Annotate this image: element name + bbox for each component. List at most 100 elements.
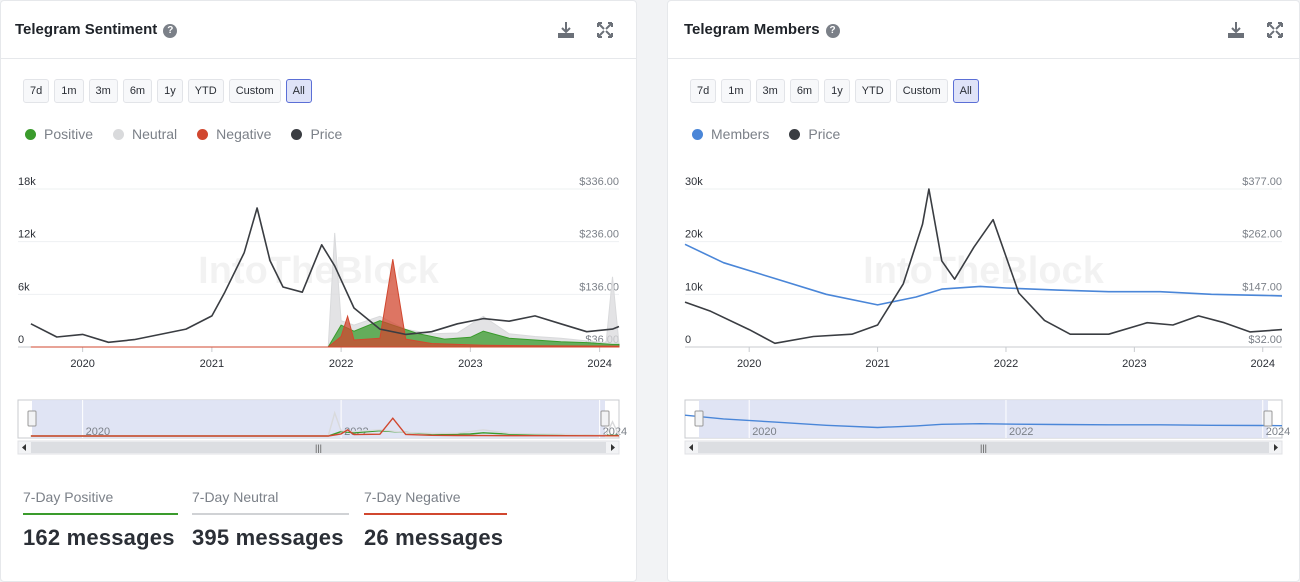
series-area-negative bbox=[30, 259, 620, 348]
scroll-left-icon[interactable] bbox=[689, 444, 693, 451]
legend-dot-icon bbox=[25, 128, 36, 140]
y-left-tick-label: 0 bbox=[18, 334, 24, 346]
scroll-right-icon[interactable] bbox=[1274, 444, 1278, 451]
range-button-ytd[interactable]: YTD bbox=[187, 79, 224, 103]
range-button-1y[interactable]: 1y bbox=[157, 79, 183, 103]
legend-item-negative[interactable]: Negative bbox=[197, 126, 271, 142]
y-left-tick-label: 12k bbox=[18, 229, 36, 241]
x-tick-label: 2021 bbox=[200, 358, 224, 370]
y-left-tick-label: 30k bbox=[685, 176, 703, 188]
y-left-tick-label: 10k bbox=[685, 281, 703, 293]
stat-positive: 7-Day Positive 162 messages bbox=[23, 489, 178, 551]
scroll-left-icon[interactable] bbox=[22, 444, 26, 451]
navigator-selection bbox=[699, 400, 1268, 438]
download-icon[interactable] bbox=[1225, 19, 1247, 41]
series-line-price bbox=[30, 207, 620, 344]
y-right-tick-label: $377.00 bbox=[1242, 176, 1282, 188]
range-buttons: 7d 1m 3m 6m 1y YTD Custom All bbox=[23, 79, 312, 103]
scrollbar-grip-icon: ||| bbox=[980, 443, 987, 453]
range-button-1m[interactable]: 1m bbox=[721, 79, 751, 103]
panel-header: Telegram Members? bbox=[668, 1, 1299, 59]
navigator-handle-left[interactable] bbox=[27, 410, 37, 427]
y-right-tick-label: $262.00 bbox=[1242, 229, 1282, 241]
legend-item-neutral[interactable]: Neutral bbox=[113, 126, 177, 142]
download-icon[interactable] bbox=[555, 19, 577, 41]
range-button-custom[interactable]: Custom bbox=[895, 79, 948, 103]
range-button-3m[interactable]: 3m bbox=[88, 79, 118, 103]
legend-dot-icon bbox=[789, 128, 801, 140]
navigator-label: 2024 bbox=[1266, 426, 1290, 438]
range-button-7d[interactable]: 7d bbox=[23, 79, 50, 103]
range-button-3m[interactable]: 3m bbox=[755, 79, 785, 103]
range-button-1y[interactable]: 1y bbox=[824, 79, 850, 103]
legend-item-members[interactable]: Members bbox=[692, 126, 769, 142]
y-left-tick-label: 18k bbox=[18, 176, 36, 188]
x-tick-label: 2020 bbox=[737, 358, 761, 370]
stat-negative: 7-Day Negative 26 messages bbox=[364, 489, 507, 551]
series-area-neutral bbox=[30, 232, 620, 348]
stat-value: 26 messages bbox=[364, 525, 504, 550]
range-button-ytd[interactable]: YTD bbox=[854, 79, 891, 103]
legend-label: Positive bbox=[44, 126, 94, 142]
stat-label: 7-Day Negative bbox=[364, 489, 507, 515]
scrollbar-thumb[interactable] bbox=[698, 442, 1269, 453]
x-tick-label: 2022 bbox=[994, 358, 1018, 370]
legend-dot-icon bbox=[113, 128, 125, 140]
series-line-price bbox=[684, 188, 1283, 345]
navigator-series-negative bbox=[30, 417, 620, 437]
range-button-all[interactable]: All bbox=[952, 79, 979, 103]
legend-label: Neutral bbox=[132, 126, 178, 142]
help-icon[interactable]: ? bbox=[163, 24, 178, 38]
scrollbar-thumb[interactable] bbox=[31, 442, 606, 453]
navigator-label: 2020 bbox=[86, 426, 110, 438]
range-button-6m[interactable]: 6m bbox=[122, 79, 153, 103]
watermark: IntoTheBlock bbox=[863, 250, 1105, 292]
x-tick-label: 2022 bbox=[329, 358, 353, 370]
range-button-7d[interactable]: 7d bbox=[690, 79, 717, 103]
y-right-tick-label: $336.00 bbox=[579, 176, 619, 188]
range-button-all[interactable]: All bbox=[285, 79, 312, 103]
series-area-positive bbox=[30, 320, 620, 348]
range-button-6m[interactable]: 6m bbox=[789, 79, 820, 103]
legend-item-price[interactable]: Price bbox=[291, 126, 342, 142]
scrollbar-grip-icon: ||| bbox=[315, 443, 322, 453]
scroll-right-icon[interactable] bbox=[611, 444, 615, 451]
navigator-label: 2022 bbox=[1009, 426, 1033, 438]
x-tick-label: 2024 bbox=[1250, 358, 1274, 370]
x-tick-label: 2024 bbox=[587, 358, 611, 370]
y-left-tick-label: 6k bbox=[18, 281, 30, 293]
x-tick-label: 2020 bbox=[70, 358, 94, 370]
fullscreen-icon[interactable] bbox=[594, 19, 616, 41]
legend-item-positive[interactable]: Positive bbox=[25, 126, 93, 142]
y-right-tick-label: $32.00 bbox=[1248, 334, 1282, 346]
legend-dot-icon bbox=[197, 128, 209, 140]
stat-label: 7-Day Neutral bbox=[192, 489, 349, 515]
y-right-tick-label: $236.00 bbox=[579, 229, 619, 241]
navigator-handle-right[interactable] bbox=[1263, 410, 1273, 427]
help-icon[interactable]: ? bbox=[825, 24, 840, 38]
watermark: IntoTheBlock bbox=[198, 250, 440, 292]
stat-value: 395 messages bbox=[192, 525, 344, 550]
navigator-selection bbox=[32, 400, 605, 438]
members-chart: 0 10k 20k 30k $32.00 $147.00 $262.00 $377.00 202… bbox=[684, 176, 1290, 455]
legend-dot-icon bbox=[291, 128, 303, 140]
legend-label: Price bbox=[310, 126, 343, 142]
navigator-handle-left[interactable] bbox=[694, 410, 704, 427]
legend-dot-icon bbox=[692, 128, 703, 140]
panel-title: Telegram Members? bbox=[684, 21, 840, 38]
range-button-1m[interactable]: 1m bbox=[54, 79, 84, 103]
x-tick-label: 2023 bbox=[458, 358, 482, 370]
panel-header: Telegram Sentiment? bbox=[1, 1, 636, 59]
y-right-tick-label: $147.00 bbox=[1242, 281, 1282, 293]
navigator-handle-right[interactable] bbox=[600, 410, 610, 427]
navigator-series-members bbox=[684, 414, 1283, 429]
legend-item-price[interactable]: Price bbox=[789, 126, 840, 142]
y-left-tick-label: 0 bbox=[685, 334, 691, 346]
stat-value: 162 messages bbox=[23, 525, 175, 550]
navigator-label: 2020 bbox=[752, 426, 776, 438]
fullscreen-icon[interactable] bbox=[1264, 19, 1286, 41]
sentiment-chart: 06k12k18k$36.00$136.00$236.00$336.002020… bbox=[17, 176, 627, 455]
range-button-custom[interactable]: Custom bbox=[228, 79, 281, 103]
x-tick-label: 2021 bbox=[865, 358, 889, 370]
stat-label: 7-Day Positive bbox=[23, 489, 178, 515]
